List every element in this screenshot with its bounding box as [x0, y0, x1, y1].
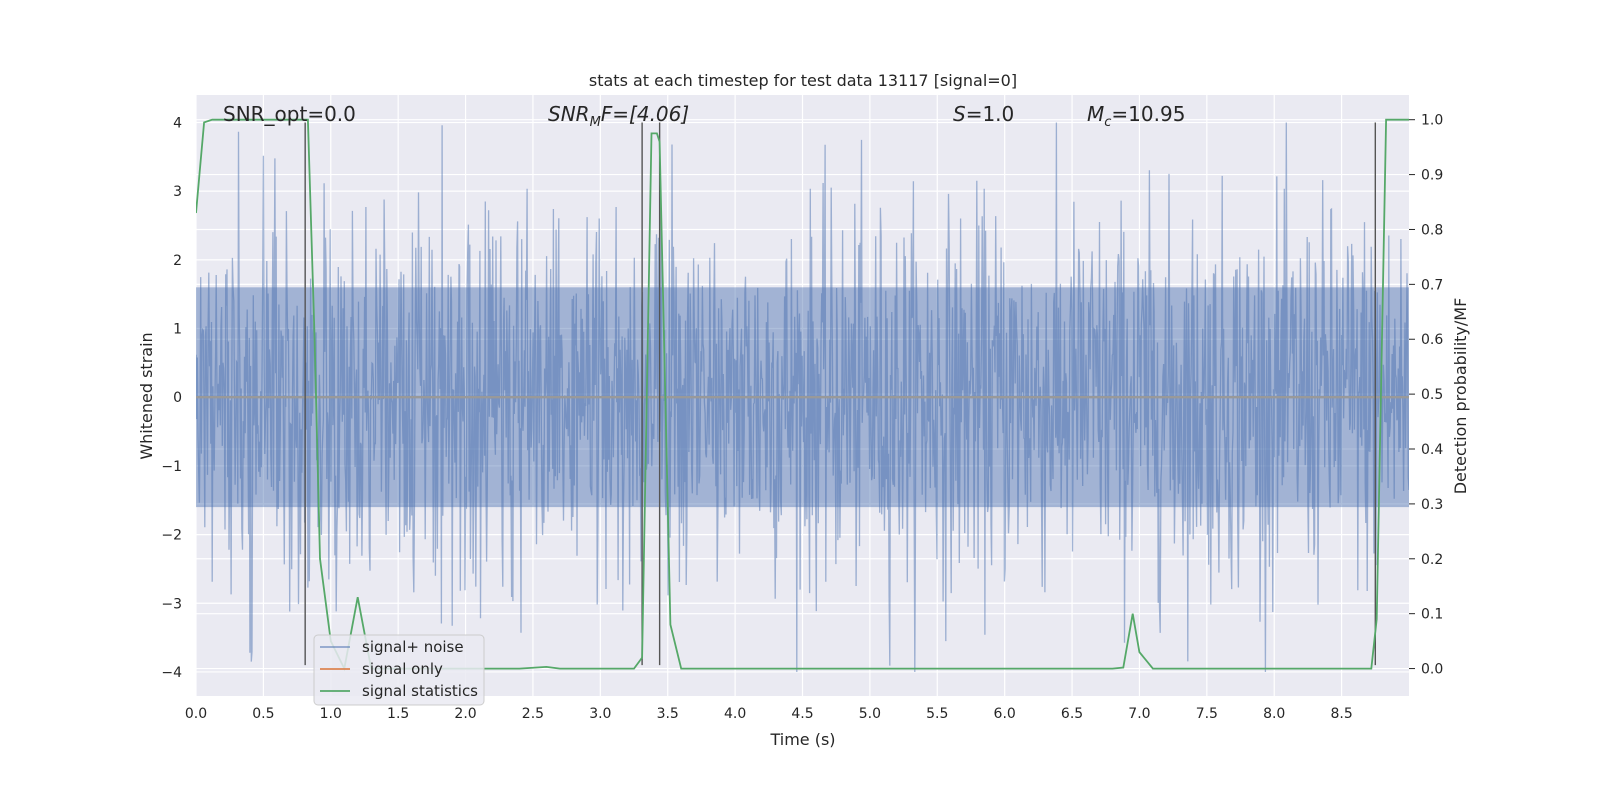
series-signal-statistics-line: [196, 118, 1409, 672]
right-y-tick-label-6: 0.4: [1421, 442, 1443, 458]
right-y-axis-ticks: 1.0 0.9 0.8 0.7 0.6 0.5 0.4 0.3 0.2 0.1 0.0: [1409, 113, 1443, 678]
annotation-s: S=1.0: [953, 102, 1014, 126]
right-y-tick-label-7: 0.3: [1421, 497, 1443, 513]
y-tick-label-4: 0: [173, 390, 182, 406]
right-y-tick-label-0: 1.0: [1421, 113, 1443, 129]
x-tick-label-4: 2.0: [454, 706, 476, 722]
y-tick-label-1: 3: [173, 184, 182, 200]
right-y-tick-label-5: 0.5: [1421, 387, 1443, 403]
x-tick-label-6: 3.0: [589, 706, 611, 722]
x-tick-label-0: 0.0: [185, 706, 207, 722]
x-tick-label-2: 1.0: [320, 706, 342, 722]
y-tick-label-8: −4: [161, 665, 182, 681]
y-tick-label-5: −1: [161, 459, 182, 475]
x-tick-label-16: 8.0: [1263, 706, 1285, 722]
x-tick-label-9: 4.5: [791, 706, 813, 722]
legend-label-signal-noise: signal+ noise: [362, 638, 464, 656]
y-tick-label-7: −3: [161, 596, 182, 612]
y-tick-label-2: 2: [173, 253, 182, 269]
x-tick-label-11: 5.5: [926, 706, 948, 722]
x-axis-ticks: 0.0 0.5 1.0 1.5 2.0 2.5 3.0 3.5 4.0 4.5 5.0 5.5 6.0 6…: [185, 706, 1353, 722]
x-tick-label-3: 1.5: [387, 706, 409, 722]
y-axis-ticks: 4 3 2 1 0 −1 −2 −3 −4: [161, 115, 182, 680]
right-y-tick-label-8: 0.2: [1421, 552, 1443, 568]
x-tick-label-5: 2.5: [522, 706, 544, 722]
series-signal-noise-line: [196, 122, 1409, 673]
legend-box: [313, 634, 485, 706]
vertical-markers: [304, 122, 1377, 666]
annotation-snr-mf: SNRMF=[4.06]: [548, 102, 689, 130]
x-tick-label-1: 0.5: [252, 706, 274, 722]
y-tick-label-0: 4: [173, 115, 182, 131]
legend-label-signal-only: signal only: [362, 660, 443, 678]
x-tick-label-12: 6.0: [994, 706, 1016, 722]
legend-label-signal-statistics: signal statistics: [362, 682, 478, 700]
annotation-mc: Mc=10.95: [1087, 102, 1185, 130]
right-y-tick-label-3: 0.7: [1421, 277, 1443, 293]
x-tick-label-13: 6.5: [1061, 706, 1083, 722]
x-tick-label-14: 7.0: [1128, 706, 1150, 722]
x-axis-label: Time (s): [769, 730, 835, 749]
x-tick-label-8: 4.0: [724, 706, 746, 722]
x-tick-label-7: 3.5: [657, 706, 679, 722]
series-signal-statistics: [196, 118, 1409, 672]
chart-title: stats at each timestep for test data 131…: [589, 71, 1017, 90]
annotation-snr-opt: SNR_opt=0.0: [223, 102, 356, 126]
right-y-tick-label-10: 0.0: [1421, 662, 1443, 678]
right-y-tick-label-1: 0.9: [1421, 168, 1443, 184]
right-y-tick-label-4: 0.6: [1421, 332, 1443, 348]
right-y-axis-label: Detection probability/MF: [1451, 298, 1470, 495]
x-tick-label-17: 8.5: [1330, 706, 1352, 722]
y-tick-label-6: −2: [161, 528, 182, 544]
legend: signal+ noise signal only signal statist…: [313, 634, 485, 706]
right-y-tick-label-2: 0.8: [1421, 222, 1443, 238]
y-axis-label: Whitened strain: [137, 332, 156, 459]
right-y-tick-label-9: 0.1: [1421, 607, 1443, 623]
y-tick-label-3: 1: [173, 322, 182, 338]
x-tick-label-10: 5.0: [859, 706, 881, 722]
x-tick-label-15: 7.5: [1196, 706, 1218, 722]
